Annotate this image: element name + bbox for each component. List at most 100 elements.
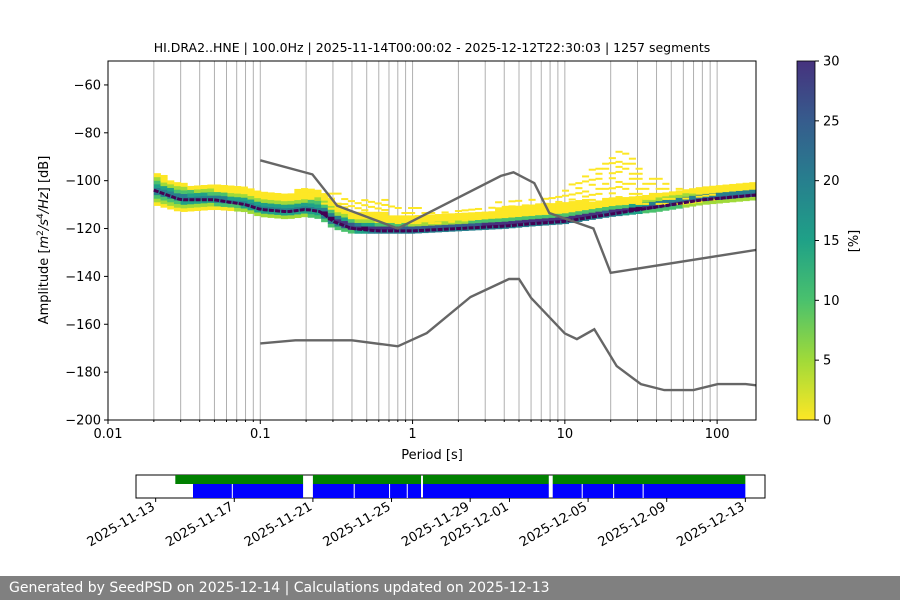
vertical-grid [107, 61, 718, 420]
heat-cell [608, 198, 616, 203]
heat-cell [321, 207, 329, 212]
heat-cell [307, 206, 315, 211]
heat-cell [434, 224, 442, 229]
heat-cell-sparse [595, 177, 603, 180]
heat-cell-sparse [454, 210, 463, 213]
heat-cell [622, 200, 630, 205]
colorbar-tick-label: 0 [823, 414, 831, 429]
mode-curve [153, 188, 756, 233]
heat-cell [535, 218, 543, 223]
chart-title: HI.DRA2..HNE | 100.0Hz | 2025-11-14T00:0… [154, 40, 711, 55]
heat-cell [421, 218, 429, 223]
heat-cell-sparse [394, 222, 402, 225]
heat-cell-sparse [615, 180, 623, 183]
heat-cell [167, 191, 175, 196]
heat-cell-sparse [508, 215, 516, 218]
timeline-blue-segment [422, 484, 549, 498]
heat-cell [749, 182, 756, 187]
heat-cell [608, 205, 616, 210]
heat-cell-sparse [628, 157, 636, 160]
heat-cell [481, 222, 489, 227]
heat-cell [735, 197, 744, 202]
timeline-tick-label: 2025-11-21 [242, 499, 315, 550]
heat-cell [568, 204, 576, 209]
heat-cell [247, 202, 255, 207]
timeline-green-segment [552, 475, 746, 484]
heat-cell-sparse [541, 197, 549, 200]
heat-cell [160, 200, 168, 205]
heat-cell [207, 184, 215, 189]
heat-cell [294, 199, 302, 204]
heat-cell-sparse [347, 205, 355, 208]
y-label-exp4: 4 [36, 213, 46, 219]
heat-cell [294, 206, 302, 211]
heat-cell-sparse [628, 177, 636, 180]
heat-cell-sparse [414, 222, 422, 225]
heat-cell [669, 198, 677, 203]
heat-cell-sparse [374, 202, 382, 205]
heat-cell [234, 207, 242, 212]
heat-cell [327, 209, 335, 214]
heat-cell [555, 206, 563, 211]
heat-cell [689, 202, 697, 207]
heat-cell [381, 211, 389, 216]
x-tick-label: 0.01 [94, 427, 123, 442]
heat-cell [160, 174, 168, 179]
heat-cell-sparse [515, 199, 523, 202]
heat-cell-sparse [394, 217, 402, 220]
heat-cell [153, 201, 161, 206]
heat-cell [628, 210, 636, 215]
heat-cell [602, 203, 610, 208]
heat-cell [615, 201, 623, 206]
heat-cell [722, 188, 730, 193]
heat-cell-sparse [321, 197, 329, 200]
heat-cell [334, 211, 342, 216]
heat-cell [254, 194, 262, 199]
heat-cell-sparse [561, 194, 570, 197]
heat-cell [153, 176, 161, 181]
heat-cell [260, 198, 268, 203]
heat-cell [715, 192, 723, 197]
heat-cell [180, 190, 188, 194]
colorbar-tick-label: 20 [823, 174, 840, 189]
heat-cell [508, 209, 516, 214]
x-axis-ticks: 0.01 0.1 1 10 100 [94, 420, 730, 442]
heat-cell [294, 188, 302, 193]
heat-cell [234, 203, 242, 208]
heat-cell [280, 193, 289, 198]
heat-cell [180, 207, 188, 212]
heat-cell [448, 216, 456, 221]
heat-cell [535, 204, 543, 209]
heat-cell-sparse [635, 167, 643, 170]
heat-cell-sparse [608, 162, 616, 165]
heat-cell [267, 192, 275, 197]
heat-cell [555, 202, 563, 207]
heat-cell [374, 211, 382, 216]
y-tick-label: −80 [74, 126, 101, 141]
heat-cell [280, 211, 289, 216]
heat-cell [374, 215, 382, 220]
timeline-tick-label: 2025-11-13 [85, 499, 158, 550]
heat-cell [220, 202, 228, 207]
heat-cell [267, 203, 275, 208]
heat-cell [220, 188, 228, 193]
heat-cell [461, 212, 469, 217]
heat-cell [548, 217, 556, 222]
heat-cell-sparse [662, 202, 670, 205]
heat-cell-sparse [648, 197, 657, 200]
heat-cell [374, 222, 382, 227]
heat-cell [441, 220, 449, 225]
heat-cell-sparse [635, 177, 643, 180]
heat-cell-sparse [461, 209, 469, 212]
heat-cell-sparse [602, 162, 610, 165]
heat-cell-sparse [334, 207, 342, 210]
heat-cell-sparse [441, 216, 449, 219]
heat-cell [749, 185, 756, 190]
heat-cell [535, 211, 543, 216]
heat-cell [260, 206, 268, 211]
heat-cell [735, 186, 744, 191]
heat-cell-sparse [602, 202, 610, 205]
heat-cell-sparse [394, 206, 402, 209]
heat-cell-sparse [341, 198, 349, 201]
heat-cell [421, 225, 429, 230]
